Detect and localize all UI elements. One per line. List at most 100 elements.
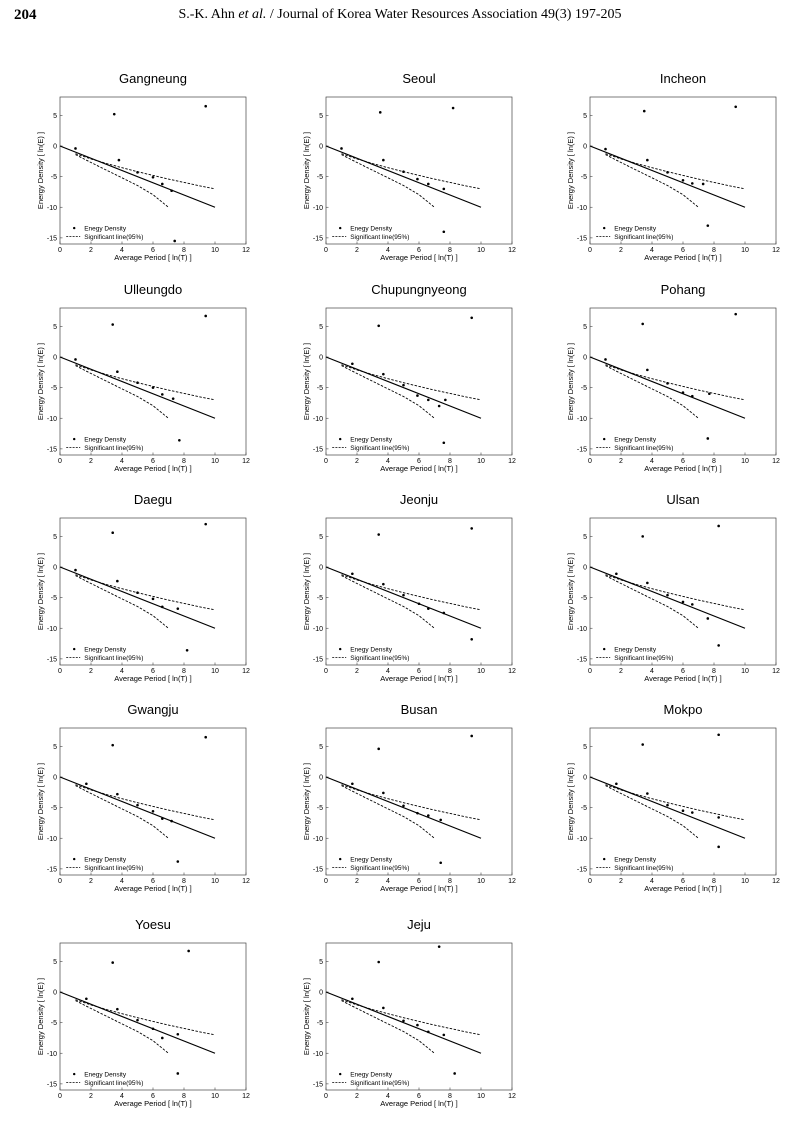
lower-significance-line	[75, 365, 169, 419]
mean-line	[589, 356, 746, 419]
mean-line	[59, 356, 216, 419]
x-tick-label: 12	[242, 668, 250, 675]
data-point	[111, 743, 114, 747]
y-tick-label: -10	[47, 836, 57, 843]
lower-significance-line	[341, 575, 435, 629]
chart-panel: Mokpo 0 2 4 6 8 10 12 5 0 -5 -10 -15 Average Period […	[566, 702, 780, 893]
legend-line-label: Significant line(95%)	[350, 445, 409, 452]
data-point	[427, 607, 430, 610]
data-point	[701, 182, 705, 186]
y-tick-label: -15	[577, 656, 587, 663]
running-head-authors: S.-K. Ahn	[178, 7, 235, 22]
data-point	[417, 602, 421, 606]
upper-significance-line	[605, 574, 746, 611]
y-tick-label: -10	[313, 836, 323, 843]
data-point	[85, 997, 88, 1001]
data-point	[646, 581, 649, 585]
chart-panel: Jeju 0 2 4 6 8 10 12 5 0 -5 -10 -15 Average Period [ …	[302, 917, 516, 1108]
legend-points-label: Enegy Density	[350, 646, 393, 653]
plot-area	[589, 307, 777, 456]
legend-point-symbol	[603, 647, 606, 651]
data-point	[646, 158, 649, 162]
x-tick-label: 10	[741, 458, 749, 465]
plot-area	[59, 942, 247, 1091]
x-tick-label: 2	[89, 458, 93, 465]
data-point	[204, 522, 207, 526]
x-tick-label: 10	[477, 1093, 485, 1100]
y-tick-label: 5	[319, 113, 323, 120]
chart-panel: Gangneung 0 2 4 6 8 10 12 5 0 -5 -10 -15 Average Peri…	[36, 71, 250, 262]
data-point	[116, 792, 119, 796]
legend-point-symbol	[73, 1072, 76, 1076]
upper-significance-line	[605, 153, 746, 190]
x-tick-label: 8	[448, 458, 452, 465]
data-point	[351, 572, 354, 576]
data-point	[641, 535, 644, 538]
x-tick-label: 8	[448, 247, 452, 254]
x-tick-label: 6	[417, 668, 421, 675]
legend-points-label: Enegy Density	[350, 856, 393, 863]
y-tick-label: 0	[53, 565, 57, 572]
x-tick-label: 10	[477, 668, 485, 675]
x-axis-label: Average Period [ ln(T) ]	[380, 464, 457, 473]
chart-panel: Ulsan 0 2 4 6 8 10 12 5 0 -5 -10 -15 Average Period […	[566, 492, 780, 683]
y-tick-label: 5	[319, 324, 323, 331]
chart-title: Jeonju	[400, 492, 438, 507]
x-axis-label: Average Period [ ln(T) ]	[114, 1099, 191, 1108]
upper-significance-line	[75, 574, 216, 611]
y-tick-label: 5	[53, 113, 57, 120]
y-axis-label: Energy Density [ ln(E) ]	[36, 763, 45, 840]
x-tick-label: 8	[182, 458, 186, 465]
y-axis-label: Energy Density [ ln(E) ]	[36, 978, 45, 1055]
plot-area	[59, 96, 247, 245]
lower-significance-line	[75, 154, 169, 208]
legend-line-label: Significant line(95%)	[84, 655, 143, 662]
y-tick-label: -15	[577, 866, 587, 873]
data-point	[691, 603, 694, 606]
data-point	[74, 147, 77, 150]
x-tick-label: 8	[448, 668, 452, 675]
upper-significance-line	[75, 784, 216, 821]
y-axis-label: Energy Density [ ln(E) ]	[566, 553, 575, 630]
upper-significance-line	[341, 784, 482, 821]
data-point	[416, 394, 419, 397]
x-tick-label: 2	[355, 878, 359, 885]
legend-point-symbol	[339, 226, 342, 230]
lower-significance-line	[605, 154, 699, 208]
y-tick-label: 5	[583, 744, 587, 751]
x-axis-label: Average Period [ ln(T) ]	[380, 674, 457, 683]
y-tick-label: -15	[577, 235, 587, 242]
data-point	[691, 394, 694, 398]
upper-significance-line	[341, 153, 482, 190]
x-tick-label: 12	[508, 668, 516, 675]
x-tick-label: 4	[386, 1093, 390, 1100]
y-tick-label: -15	[313, 235, 323, 242]
y-tick-label: -5	[317, 805, 323, 812]
legend-line-label: Significant line(95%)	[614, 445, 673, 452]
y-tick-label: 5	[583, 324, 587, 331]
y-tick-label: -5	[581, 805, 587, 812]
x-tick-label: 4	[650, 247, 654, 254]
x-tick-label: 12	[772, 247, 780, 254]
legend-line-label: Significant line(95%)	[84, 234, 143, 241]
data-point	[151, 597, 155, 601]
data-point	[151, 386, 155, 389]
lower-significance-line	[75, 1000, 169, 1054]
x-tick-label: 8	[712, 878, 716, 885]
chart-panel: Seoul 0 2 4 6 8 10 12 5 0 -5 -10 -15 Average Period […	[302, 71, 516, 262]
y-tick-label: -15	[47, 446, 57, 453]
y-tick-label: -5	[317, 595, 323, 602]
legend-point-symbol	[73, 857, 76, 861]
plot-area	[325, 727, 513, 876]
data-point	[427, 1030, 430, 1034]
data-point	[176, 607, 180, 610]
legend-points-label: Enegy Density	[350, 225, 393, 232]
upper-significance-line	[341, 364, 482, 401]
mean-line	[325, 991, 482, 1054]
y-tick-label: -5	[51, 174, 57, 181]
data-point	[112, 112, 116, 116]
mean-line	[589, 145, 746, 208]
legend-line-label: Significant line(95%)	[614, 865, 673, 872]
